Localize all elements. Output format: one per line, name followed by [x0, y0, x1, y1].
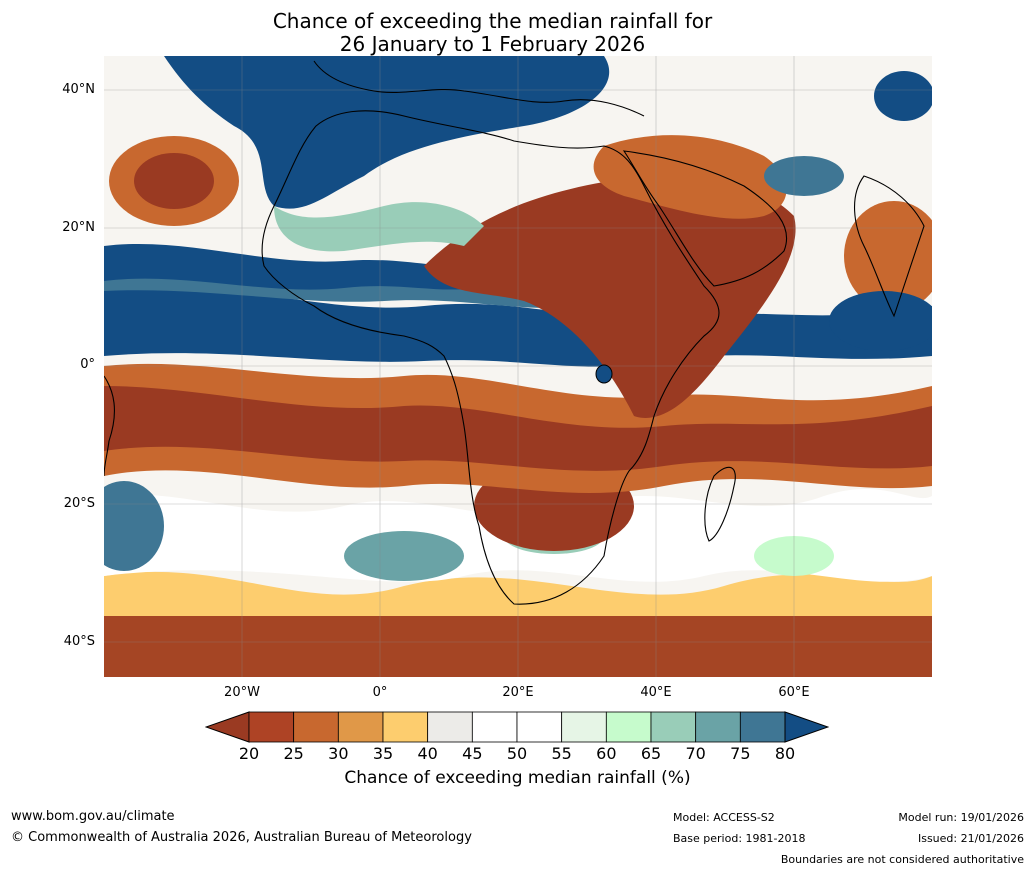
lon-label-20e: 20°E: [502, 685, 534, 700]
lat-label-0: 0°: [80, 357, 95, 372]
footer-base-period: Base period: 1981-2018: [673, 832, 806, 845]
colorbar-tick-label: 20: [238, 744, 260, 763]
colorbar-tick-label: 70: [685, 744, 706, 763]
lat-label-40n: 40°N: [62, 82, 95, 97]
lon-label-40e: 40°E: [640, 685, 672, 700]
colorbar-segment: [382, 711, 429, 743]
indian-ocean-wet: [829, 291, 932, 351]
lon-label-0: 0°: [372, 685, 388, 700]
colorbar-segment: [293, 711, 339, 743]
colorbar-tick-label: 25: [283, 744, 304, 763]
footer-model-run: Model run: 19/01/2026: [898, 811, 1024, 824]
footer-issued: Issued: 21/01/2026: [917, 832, 1024, 845]
colorbar-segment: [605, 711, 652, 743]
colorbar-segment: [695, 711, 741, 743]
europe-coastline: [313, 60, 645, 117]
arabia-coastline: [622, 150, 788, 287]
south-wet-patch-1: [344, 531, 464, 581]
lat-label-20n: 20°N: [62, 220, 95, 235]
colorbar-segment: [248, 711, 295, 743]
southwest-wet-patch: [104, 481, 164, 571]
colorbar-segment: [650, 711, 697, 743]
central-asia-wet: [874, 71, 932, 121]
map-title: Chance of exceeding the median rainfall …: [0, 10, 985, 56]
lat-label-40s: 40°S: [63, 634, 95, 649]
colorbar: [205, 711, 829, 743]
central-africa-dry: [424, 173, 796, 418]
colorbar-label: Chance of exceeding median rainfall (%): [344, 768, 691, 788]
colorbar-segment: [561, 711, 607, 743]
map-gridlines: [104, 56, 932, 677]
title-line-2: 26 January to 1 February 2026: [339, 32, 646, 56]
mediterranean-wet: [164, 56, 610, 209]
colorbar-tick-label: 55: [551, 744, 572, 763]
lon-label-60e: 60°E: [778, 685, 810, 700]
colorbar-tick-label: 35: [372, 744, 394, 763]
madagascar-coastline: [704, 466, 736, 542]
africa-coastline: [261, 110, 720, 605]
colorbar-extend-low: [205, 711, 250, 743]
colorbar-extend-high: [784, 711, 829, 743]
sahel-wet-band: [104, 243, 484, 290]
colorbar-segment: [739, 711, 786, 743]
atlantic-very-dry-patch: [134, 153, 214, 209]
colorbar-segment: [427, 711, 473, 743]
arabia-dry: [593, 135, 787, 219]
footer-copyright: © Commonwealth of Australia 2026, Austra…: [11, 830, 472, 845]
gulf-wet-patch: [764, 156, 844, 196]
north-africa-wet-fringe: [274, 202, 484, 252]
colorbar-tick-label: 75: [730, 744, 751, 763]
india-dry: [844, 201, 932, 311]
footer-model: Model: ACCESS-S2: [673, 811, 775, 824]
rainfall-map-svg: [104, 56, 932, 677]
colorbar-tick-label: 30: [328, 744, 349, 763]
colorbar-segment: [471, 711, 518, 743]
colorbar-segment: [337, 711, 384, 743]
title-line-1: Chance of exceeding the median rainfall …: [272, 9, 713, 33]
lat-label-20s: 20°S: [63, 496, 95, 511]
india-coastline: [853, 175, 925, 318]
footer-disclaimer: Boundaries are not considered authoritat…: [780, 853, 1024, 866]
south-america-coastline: [104, 375, 115, 477]
colorbar-segment: [516, 711, 563, 743]
lake-victoria: [595, 364, 613, 384]
colorbar-tick-label: 80: [774, 744, 796, 763]
colorbar-tick-label: 65: [640, 744, 662, 763]
rainfall-map: [104, 56, 932, 677]
colorbar-tick-label: 45: [462, 744, 483, 763]
footer-website: www.bom.gov.au/climate: [11, 809, 175, 824]
colorbar-tick-label: 40: [417, 744, 438, 763]
colorbar-tick-label: 60: [596, 744, 617, 763]
lon-label-20w: 20°W: [224, 685, 260, 700]
colorbar-tick-label: 50: [506, 744, 528, 763]
